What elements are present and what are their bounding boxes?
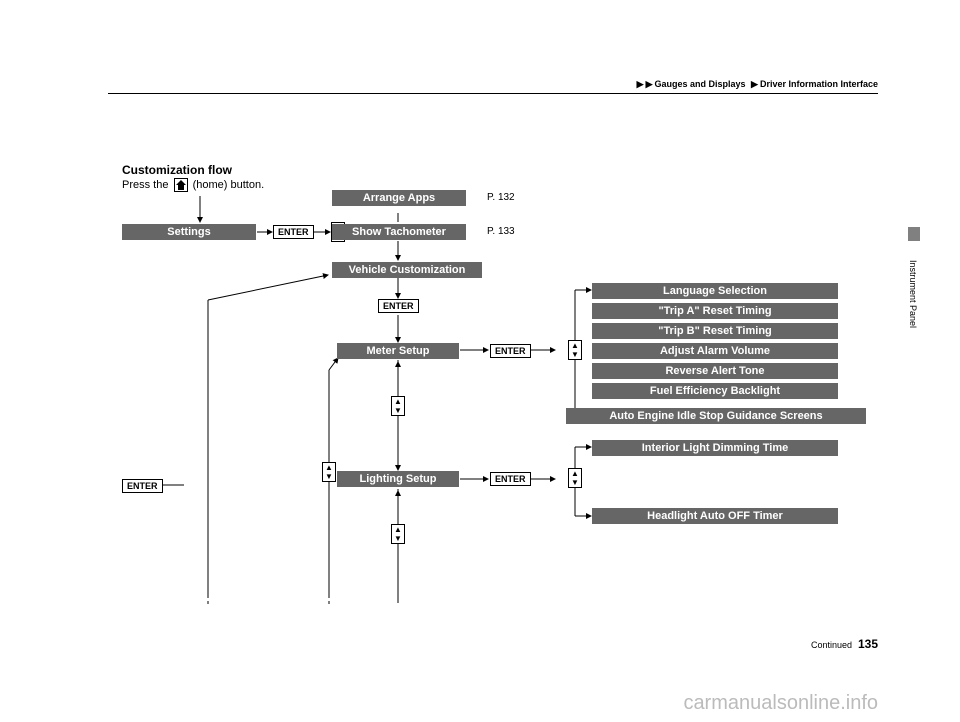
breadcrumb: ▶▶Gauges and Displays ▶Driver Informatio… (637, 79, 878, 90)
box-idle: Auto Engine Idle Stop Guidance Screens (566, 408, 866, 424)
triangle-icon: ▶ (751, 79, 758, 90)
enter-left: ENTER (122, 479, 163, 493)
box-meter: Meter Setup (337, 343, 459, 359)
header-rule (108, 93, 878, 94)
connectors (0, 0, 960, 722)
enter-2: ENTER (378, 299, 419, 313)
box-reverse: Reverse Alert Tone (592, 363, 838, 379)
side-label: Instrument Panel (908, 260, 918, 328)
page: ▶▶Gauges and Displays ▶Driver Informatio… (0, 0, 960, 722)
home-icon (174, 178, 188, 192)
enter-1: ENTER (273, 225, 314, 239)
box-vcust: Vehicle Customization (332, 262, 482, 278)
box-interior: Interior Light Dimming Time (592, 440, 838, 456)
updown-3: ▲▼ (391, 396, 405, 416)
box-tripb: "Trip B" Reset Timing (592, 323, 838, 339)
flow-title: Customization flow (122, 163, 232, 177)
enter-3: ENTER (490, 344, 531, 358)
updown-light-right: ▲▼ (568, 468, 582, 488)
box-headlight: Headlight Auto OFF Timer (592, 508, 838, 524)
intro-text: Press the (home) button. (122, 178, 264, 192)
updown-meter-right: ▲▼ (568, 340, 582, 360)
side-tab (908, 227, 920, 241)
enter-4: ENTER (490, 472, 531, 486)
box-tripa: "Trip A" Reset Timing (592, 303, 838, 319)
updown-4: ▲▼ (391, 524, 405, 544)
breadcrumb-l1: Gauges and Displays (654, 79, 745, 89)
breadcrumb-l2: Driver Information Interface (760, 79, 878, 89)
box-tach: Show Tachometer (332, 224, 466, 240)
continued: Continued (811, 640, 852, 650)
triangle-icon: ▶ (637, 79, 644, 90)
ref-p132: P. 132 (487, 192, 515, 203)
box-settings: Settings (122, 224, 256, 240)
watermark: carmanualsonline.info (683, 692, 878, 715)
box-fuel: Fuel Efficiency Backlight (592, 383, 838, 399)
triangle-icon: ▶ (646, 79, 653, 90)
box-lighting: Lighting Setup (337, 471, 459, 487)
updown-midloop: ▲▼ (322, 462, 336, 482)
box-lang: Language Selection (592, 283, 838, 299)
box-arrange: Arrange Apps (332, 190, 466, 206)
ref-p133: P. 133 (487, 226, 515, 237)
intro-post: (home) button. (190, 179, 265, 191)
box-alarm: Adjust Alarm Volume (592, 343, 838, 359)
intro-pre: Press the (122, 179, 172, 191)
page-number: 135 (858, 637, 878, 651)
